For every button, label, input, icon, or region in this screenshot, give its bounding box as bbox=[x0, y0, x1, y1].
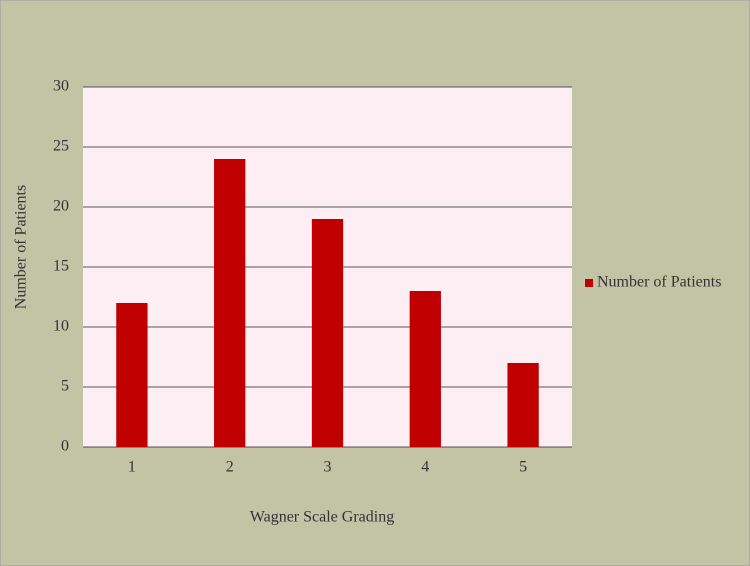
x-tick-label: 4 bbox=[421, 459, 429, 476]
y-tick-label: 25 bbox=[53, 138, 69, 155]
x-tick-label: 5 bbox=[519, 459, 527, 476]
y-tick-label: 0 bbox=[61, 438, 69, 455]
y-tick-label: 30 bbox=[53, 78, 69, 95]
x-tick-label: 3 bbox=[324, 459, 332, 476]
bar bbox=[409, 291, 441, 447]
x-axis-label: Wagner Scale Grading bbox=[250, 509, 394, 526]
legend-label: Number of Patients bbox=[597, 274, 721, 291]
y-tick-label: 5 bbox=[61, 378, 69, 395]
y-tick-label: 15 bbox=[53, 258, 69, 275]
y-axis-label: Number of Patients bbox=[13, 185, 30, 309]
bar bbox=[214, 159, 246, 447]
bar bbox=[311, 219, 344, 447]
x-tick-label: 2 bbox=[226, 459, 234, 476]
y-tick-label: 10 bbox=[53, 318, 69, 335]
y-tick-label: 20 bbox=[53, 198, 69, 215]
bar bbox=[116, 303, 148, 447]
legend-swatch bbox=[585, 279, 593, 287]
x-tick-label: 1 bbox=[128, 459, 136, 476]
bar bbox=[507, 363, 539, 447]
